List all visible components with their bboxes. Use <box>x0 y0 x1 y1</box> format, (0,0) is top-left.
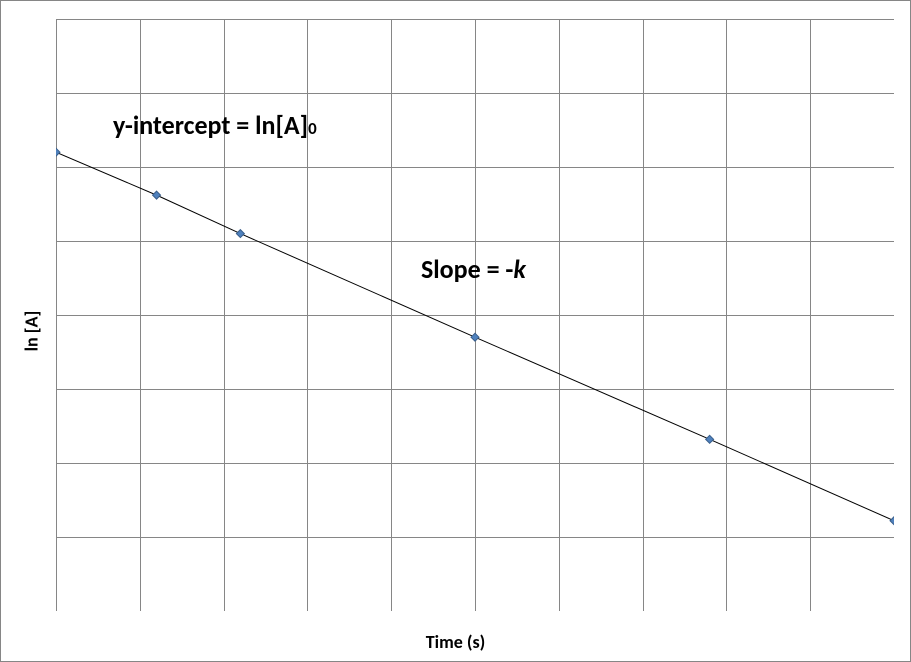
annotation-y-intercept: y-intercept = ln[A]0 <box>113 109 317 141</box>
annotation-slope-text: Slope = - <box>421 253 513 285</box>
annotation-y-intercept-text: y-intercept = ln[A] <box>113 109 308 141</box>
annotation-slope: Slope = -k <box>421 253 526 285</box>
plot-area <box>56 19 894 611</box>
annotation-y-intercept-sub: 0 <box>308 118 317 139</box>
chart-container: ln [A] Time (s) y-intercept = ln[A]0 Slo… <box>0 0 911 662</box>
y-axis-label: ln [A] <box>20 311 42 352</box>
plot-svg <box>56 19 894 611</box>
annotation-slope-k: k <box>513 253 525 285</box>
x-axis-label: Time (s) <box>426 631 486 653</box>
